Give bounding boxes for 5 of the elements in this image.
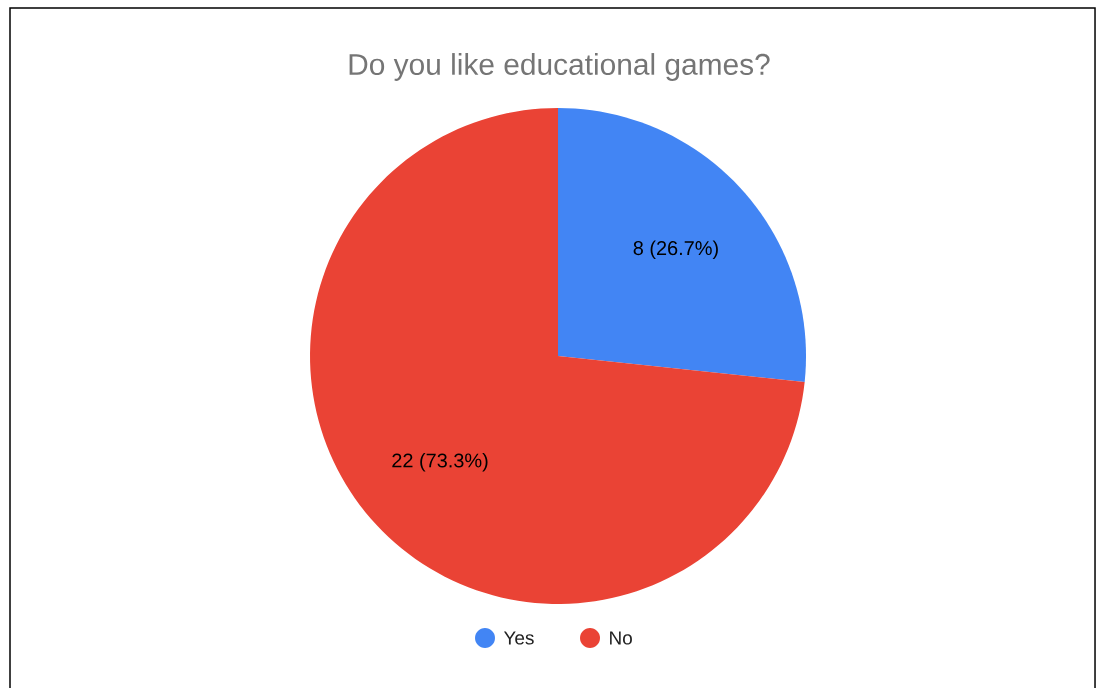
data-label: 8 (26.7%) [633, 240, 718, 260]
data-label: 22 (73.3%) [392, 453, 488, 472]
legend-label: Yes [503, 631, 534, 645]
legend-label: No [610, 631, 632, 645]
chart-title: Do you like educational games? [349, 53, 770, 82]
